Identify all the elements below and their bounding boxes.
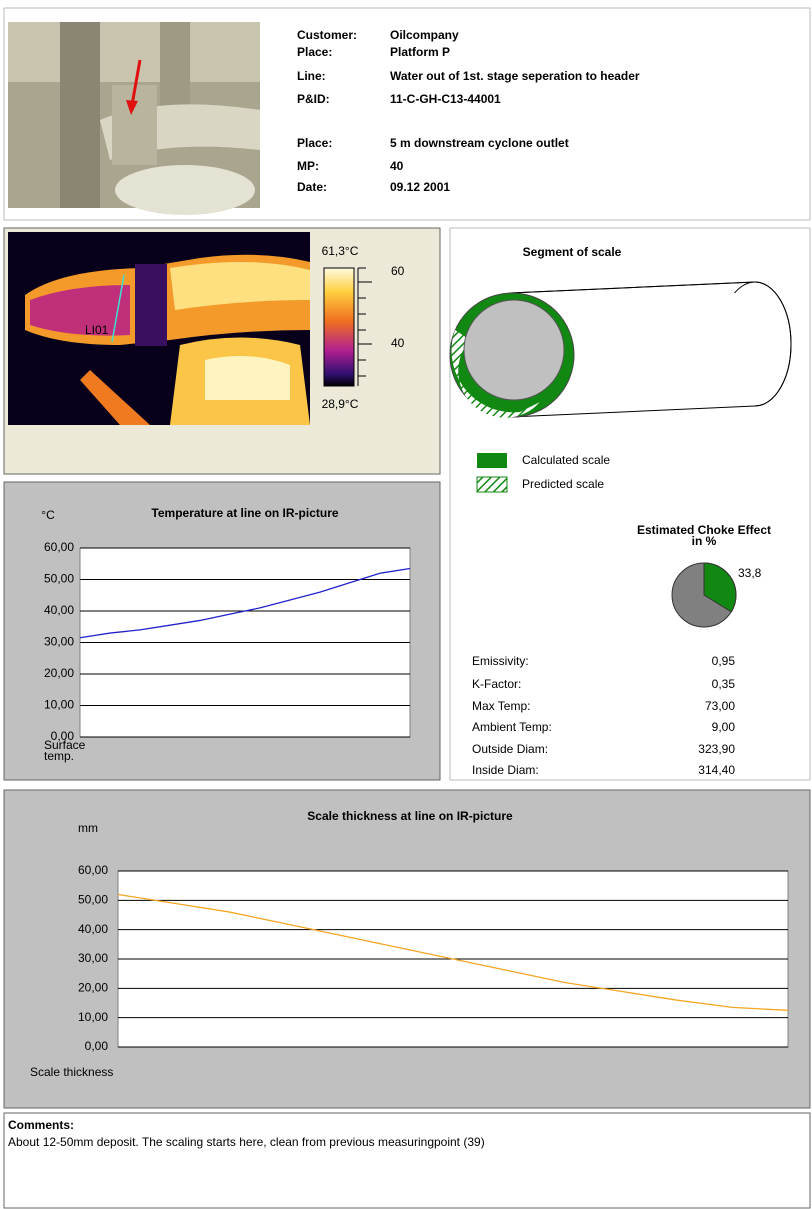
param-label: Max Temp:	[472, 699, 530, 713]
y-tick-label: 50,00	[44, 572, 74, 586]
data-line	[79, 567, 411, 639]
y-tick-label: 60,00	[44, 540, 74, 554]
field-value: Water out of 1st. stage seperation to he…	[390, 69, 640, 83]
field-value: 40	[390, 159, 404, 173]
y-tick-label: 0,00	[51, 729, 75, 743]
param-value: 323,90	[698, 742, 735, 756]
field-label: Place:	[297, 136, 332, 150]
comments-text: About 12-50mm deposit. The scaling start…	[8, 1135, 485, 1149]
y-tick-label: 20,00	[78, 981, 108, 995]
field-value: Platform P	[390, 45, 450, 59]
y-tick-label: 50,00	[78, 893, 108, 907]
param-label: Outside Diam:	[472, 742, 548, 756]
param-value: 9,00	[712, 720, 736, 734]
y-tick-label: 40,00	[44, 603, 74, 617]
field-label: Place:	[297, 45, 332, 59]
y-tick-label: 40,00	[78, 922, 108, 936]
param-value: 0,95	[712, 654, 736, 668]
y-tick-label: 20,00	[44, 666, 74, 680]
legend-label: Calculated scale	[522, 453, 610, 467]
x-axis-label: temp.	[44, 749, 74, 763]
legend-label: Predicted scale	[522, 477, 604, 491]
ir-tick: 40	[391, 336, 405, 350]
param-label: Inside Diam:	[472, 763, 539, 777]
param-value: 73,00	[705, 699, 735, 713]
field-label: Line:	[297, 69, 326, 83]
y-tick-label: 60,00	[78, 863, 108, 877]
pie-slice	[703, 562, 737, 613]
field-value: 11-C-GH-C13-44001	[390, 92, 501, 106]
pie-title: Estimated Choke Effect	[637, 523, 771, 537]
data-line	[117, 893, 789, 1011]
comments-box	[3, 1112, 811, 1209]
color-scale-ticks	[357, 267, 372, 386]
param-value: 0,35	[712, 677, 736, 691]
pie-title: in %	[692, 534, 717, 548]
ir-line-label: LI01	[85, 323, 109, 337]
y-tick-label: 10,00	[44, 698, 74, 712]
param-label: K-Factor:	[472, 677, 521, 691]
y-tick-label: 0,00	[85, 1039, 109, 1053]
photo	[8, 22, 260, 215]
field-label: P&ID:	[297, 92, 330, 106]
chart-title: Temperature at line on IR-picture	[151, 506, 338, 520]
param-label: Emissivity:	[472, 654, 529, 668]
ir-image	[8, 232, 310, 425]
unit-label: °C	[41, 508, 55, 522]
legend-swatch	[477, 453, 507, 468]
y-tick-label: 30,00	[78, 951, 108, 965]
param-value: 314,40	[698, 763, 735, 777]
comments-title: Comments:	[8, 1118, 74, 1132]
field-value: 09.12 2001	[390, 180, 450, 194]
ir-max: 61,3°C	[322, 244, 359, 258]
pipe-drawing	[449, 281, 792, 418]
x-axis-label: Scale thickness	[30, 1065, 113, 1079]
field-value: Oilcompany	[390, 28, 459, 42]
segment-title: Segment of scale	[523, 245, 622, 259]
field-label: MP:	[297, 159, 319, 173]
field-label: Customer:	[297, 28, 357, 42]
ir-tick: 60	[391, 264, 405, 278]
field-label: Date:	[297, 180, 327, 194]
y-tick-label: 30,00	[44, 635, 74, 649]
color-scale	[323, 267, 355, 387]
field-value: 5 m downstream cyclone outlet	[390, 136, 569, 150]
x-axis-label: Surface	[44, 738, 86, 752]
y-tick-label: 10,00	[78, 1010, 108, 1024]
ir-min: 28,9°C	[322, 397, 359, 411]
pie-value-label: 33,8	[738, 566, 762, 580]
chart-title: Scale thickness at line on IR-picture	[307, 809, 513, 823]
param-label: Ambient Temp:	[472, 720, 552, 734]
legend-swatch	[476, 476, 508, 493]
unit-label: mm	[78, 821, 98, 835]
